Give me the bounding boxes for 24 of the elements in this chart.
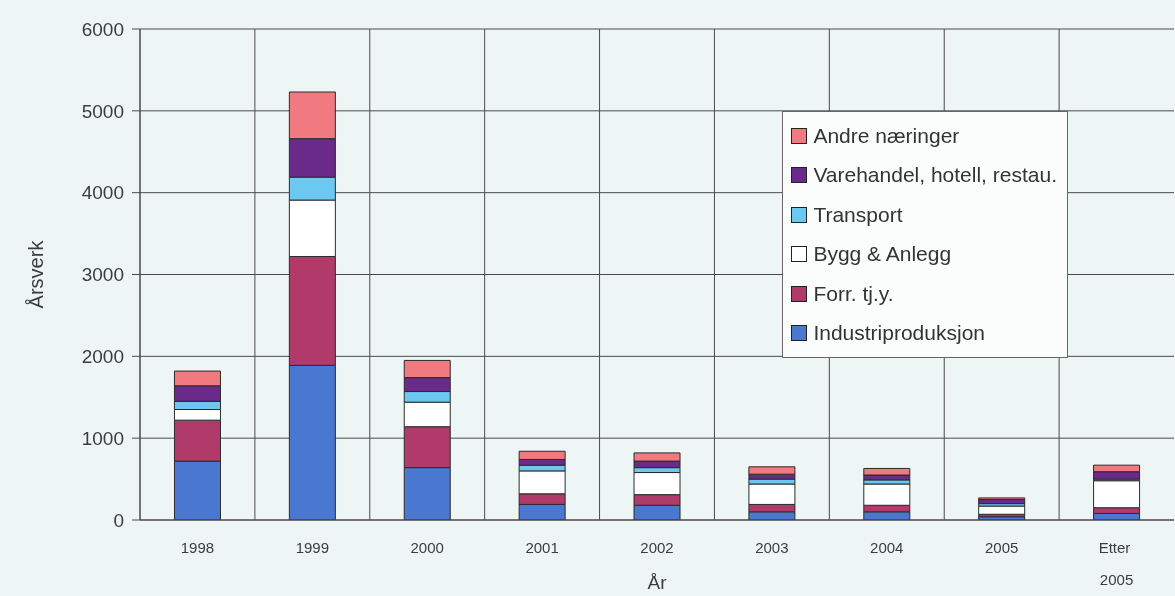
y-tick-label: 6000 [81, 18, 124, 40]
y-tick-label: 1000 [81, 427, 124, 449]
legend-label: Transport [813, 202, 903, 227]
x-tick-label: 2002 [640, 539, 674, 556]
legend-label: Industriproduksjon [813, 321, 985, 346]
x-tick-label: 1998 [180, 539, 215, 556]
legend-label: Bygg & Anlegg [813, 242, 952, 267]
x-tick-label: 2000 [410, 539, 444, 556]
legend-label: Varehandel, hotell, restau. [813, 163, 1057, 188]
x-tick-label: 2005 [984, 539, 1019, 556]
y-tick-label: 5000 [81, 100, 124, 122]
x-tick-label: 1999 [295, 539, 330, 556]
x-tick-label: 2004 [870, 539, 904, 556]
y-tick-label: 2000 [81, 346, 124, 368]
x-tick-label: 2003 [755, 539, 789, 556]
x-tick-label: 2001 [525, 539, 559, 556]
y-tick-label: 0 [113, 509, 124, 531]
x-axis-title: År [647, 572, 668, 593]
legend-label: Andre næringer [813, 123, 960, 148]
x-tick-label: Etter 2005 [1098, 539, 1135, 588]
y-axis-title: Årsverk [25, 239, 47, 309]
legend-label: Forr. tj.y. [813, 281, 894, 306]
y-tick-label: 4000 [81, 182, 124, 204]
y-tick-label: 3000 [81, 264, 124, 286]
